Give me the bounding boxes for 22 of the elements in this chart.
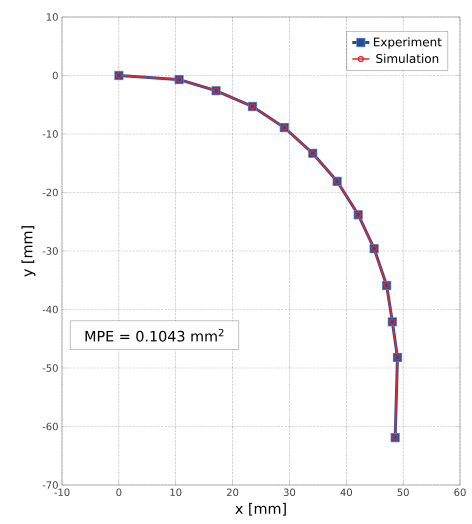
x-tick-label: 0 <box>116 488 122 496</box>
y-tick-label: 10 <box>46 13 58 21</box>
y-tick-label: -40 <box>42 306 58 314</box>
x-tick-label: 30 <box>284 488 296 496</box>
x-tick-label: -10 <box>54 488 70 496</box>
legend-label: Simulation <box>376 54 438 64</box>
y-tick-label: -10 <box>42 130 58 138</box>
x-tick-label: 60 <box>454 488 466 496</box>
annotation: MPE = 0.1043 mm$^{2}$ <box>86 328 224 342</box>
legend-label: Experiment <box>374 37 442 49</box>
x-tick-label: 10 <box>170 488 182 496</box>
y-tick-label: -20 <box>42 188 58 196</box>
x-tick-label: 40 <box>340 488 352 496</box>
y-tick-label: -50 <box>42 364 58 372</box>
y-tick-label: -60 <box>42 422 58 430</box>
x-axis-title: x [mm] <box>235 502 286 516</box>
x-tick-label: 20 <box>226 488 238 496</box>
y-tick-label: -70 <box>42 481 58 489</box>
y-tick-label: 0 <box>52 72 58 80</box>
y-tick-label: -30 <box>42 247 58 255</box>
x-tick-label: 50 <box>398 488 409 496</box>
y-axis-title: y [mm] <box>21 226 36 277</box>
